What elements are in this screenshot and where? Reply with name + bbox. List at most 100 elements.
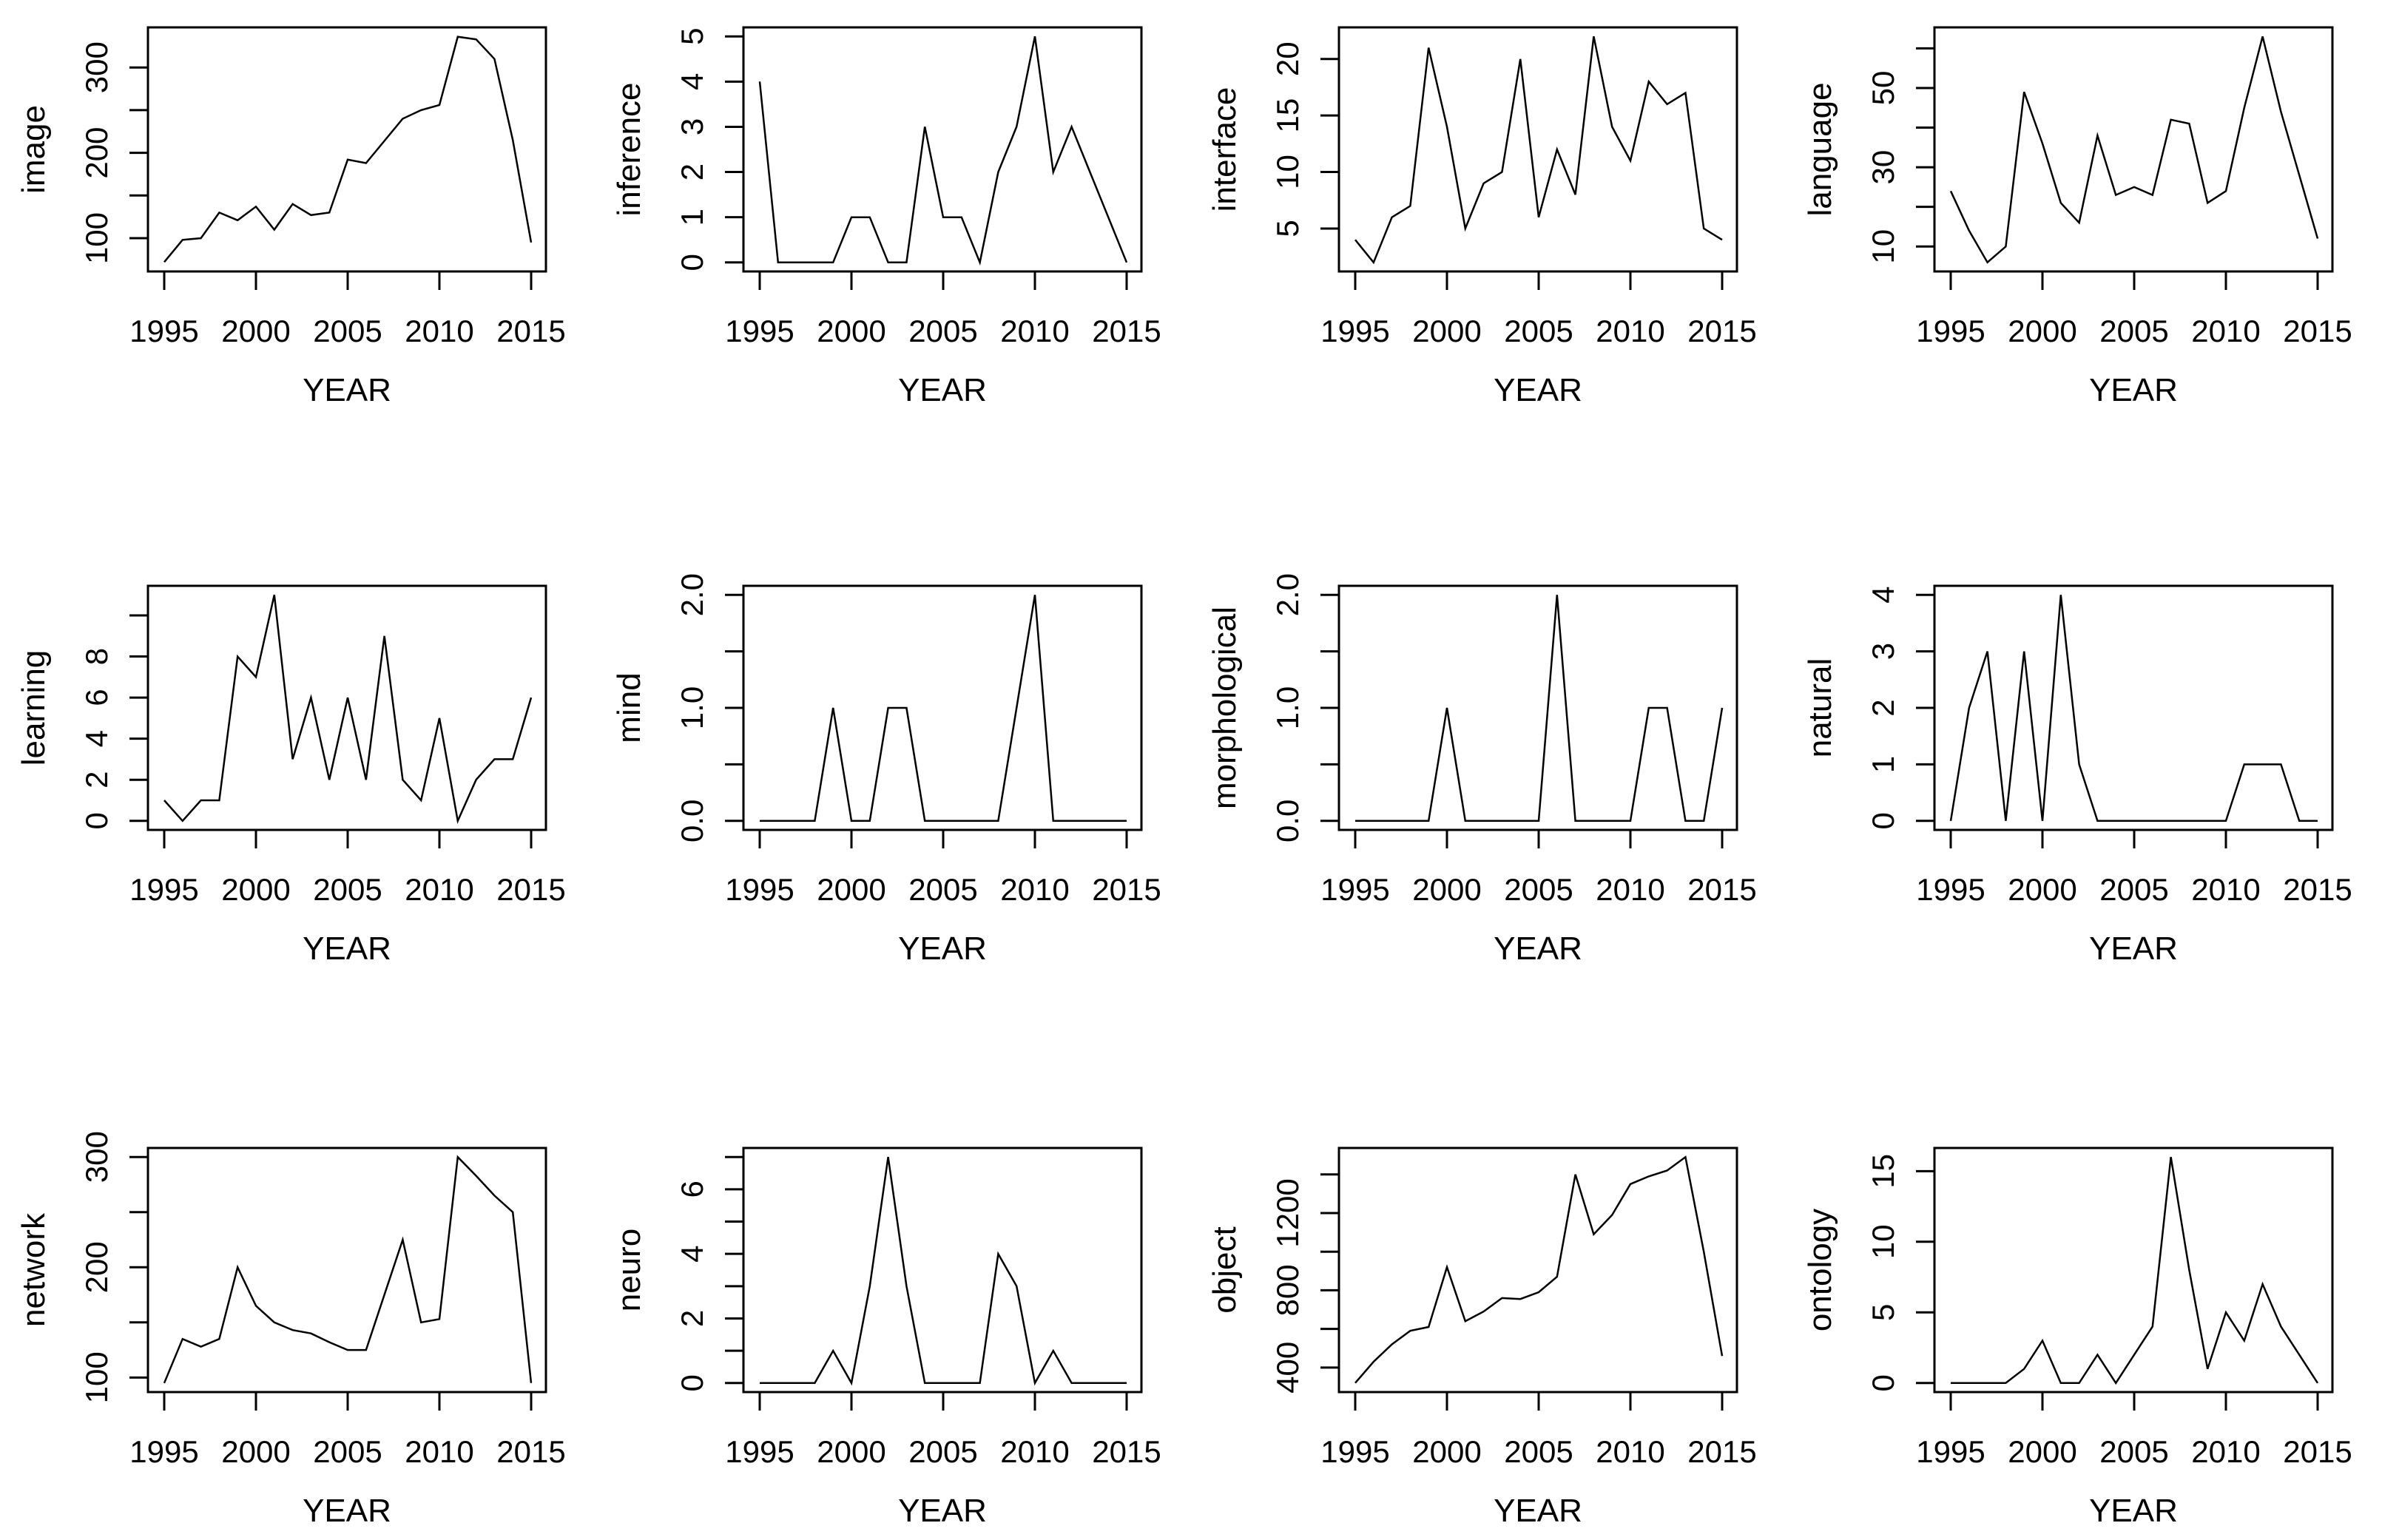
plot-box: [146, 1146, 547, 1394]
x-tick-label: 2010: [1596, 872, 1664, 907]
x-tick-label: 2005: [1504, 1434, 1573, 1469]
plot-box: [1337, 1146, 1738, 1394]
x-tick-label: 2015: [1092, 872, 1161, 907]
y-tick-label: 200: [79, 1241, 114, 1293]
x-tick-label: 2000: [1412, 1434, 1481, 1469]
data-line-network: [163, 1155, 533, 1384]
plot-box: [146, 584, 547, 831]
panel-natural: 1995 2000 2005 2010 2015 0 1 2 3 4 natural YEAR: [1802, 584, 2352, 967]
x-tick-label: 2005: [908, 314, 977, 348]
x-tick-label: 2010: [1000, 872, 1069, 907]
x-tick-label: 2010: [405, 314, 473, 348]
x-tick-label: 2015: [496, 314, 565, 348]
y-tick-label: 20: [1270, 41, 1305, 76]
y-tick-label: 10: [1270, 155, 1305, 189]
plot-box: [1337, 584, 1738, 831]
y-tick-label: 4: [675, 73, 709, 90]
x-tick-label: 2000: [2008, 872, 2076, 907]
y-tick-label: 6: [79, 689, 114, 706]
y-tick-label: 2.0: [1270, 573, 1305, 616]
x-tick-label: 2010: [1596, 1434, 1664, 1469]
x-tick-label: 2000: [221, 1434, 290, 1469]
panel-mind: 1995 2000 2005 2010 2015 0.0 1.0 2.0 mind YEAR: [611, 573, 1161, 967]
x-tick-label: 2015: [496, 872, 565, 907]
x-tick-label: 2005: [908, 1434, 977, 1469]
y-tick-label: 0: [675, 254, 709, 271]
x-axis-title: YEAR: [2089, 372, 2178, 408]
x-tick-label: 2000: [2008, 314, 2076, 348]
x-axis-title: YEAR: [303, 372, 391, 408]
y-axis-title: network: [16, 1212, 52, 1327]
x-tick-label: 1995: [129, 1434, 198, 1469]
y-axis-title: neuro: [611, 1229, 647, 1312]
y-tick-label: 4: [675, 1245, 709, 1262]
x-tick-label: 2010: [2191, 1434, 2260, 1469]
y-tick-label: 4: [1866, 587, 1900, 604]
y-tick-label: 15: [1270, 98, 1305, 133]
x-tick-label: 1995: [1320, 314, 1389, 348]
y-tick-label: 400: [1270, 1342, 1305, 1394]
y-tick-label: 3: [1866, 643, 1900, 660]
x-tick-label: 2000: [221, 872, 290, 907]
y-tick-label: 0.0: [675, 800, 709, 842]
x-tick-label: 1995: [725, 314, 794, 348]
y-axis-title: image: [16, 105, 52, 194]
panel-language: 1995 2000 2005 2010 2015 10 30 50 language YEAR: [1802, 26, 2352, 408]
data-line-language: [1949, 36, 2319, 264]
data-line-image: [163, 36, 533, 263]
x-tick-label: 2000: [221, 314, 290, 348]
y-axis-title: learning: [16, 650, 52, 766]
x-tick-label: 2015: [496, 1434, 565, 1469]
y-tick-label: 1200: [1270, 1178, 1305, 1247]
x-axis-title: YEAR: [303, 1493, 391, 1529]
panel-network: 1995 2000 2005 2010 2015 100 200 300 network YEAR: [16, 1131, 566, 1529]
x-tick-label: 2010: [2191, 314, 2260, 348]
x-tick-label: 1995: [129, 872, 198, 907]
y-tick-label: 800: [1270, 1264, 1305, 1316]
y-tick-label: 5: [1270, 220, 1305, 237]
plot-box: [742, 584, 1143, 831]
y-tick-label: 2: [675, 1310, 709, 1327]
x-tick-label: 2015: [2283, 872, 2352, 907]
x-tick-label: 1995: [129, 314, 198, 348]
data-line-interface: [1354, 36, 1723, 265]
y-tick-label: 2: [1866, 699, 1900, 716]
y-axis-title: language: [1802, 82, 1838, 216]
x-tick-label: 2005: [313, 1434, 382, 1469]
data-line-object: [1354, 1155, 1724, 1384]
x-tick-label: 2010: [2191, 872, 2260, 907]
x-tick-label: 1995: [1916, 872, 1985, 907]
y-tick-label: 3: [675, 118, 709, 135]
x-tick-label: 1995: [1916, 314, 1985, 348]
x-tick-label: 2010: [405, 1434, 473, 1469]
y-tick-label: 100: [79, 212, 114, 264]
x-tick-label: 2015: [1687, 314, 1756, 348]
y-tick-label: 4: [79, 730, 114, 747]
plot-box: [146, 26, 547, 273]
y-axis-title: inference: [611, 82, 647, 216]
data-line-morphological: [1355, 595, 1724, 823]
y-tick-label: 5: [675, 28, 709, 45]
x-tick-label: 2005: [2099, 314, 2168, 348]
y-tick-label: 300: [79, 1131, 114, 1183]
x-tick-label: 1995: [725, 1434, 794, 1469]
panel-inference: 1995 2000 2005 2010 2015 0 1 2 3 4 5 inference YEAR: [611, 26, 1161, 408]
x-tick-label: 2000: [1412, 872, 1481, 907]
y-tick-label: 15: [1866, 1154, 1900, 1189]
x-tick-label: 2005: [1504, 872, 1573, 907]
plot-box: [742, 1146, 1143, 1394]
x-axis-title: YEAR: [1494, 1493, 1582, 1529]
x-axis-title: YEAR: [303, 931, 391, 967]
x-tick-label: 2015: [2283, 1434, 2352, 1469]
x-tick-label: 2005: [313, 872, 382, 907]
y-tick-label: 6: [675, 1181, 709, 1198]
x-tick-label: 2000: [2008, 1434, 2076, 1469]
y-tick-label: 8: [79, 648, 114, 665]
x-axis-title: YEAR: [898, 931, 987, 967]
x-tick-label: 2000: [1412, 314, 1481, 348]
y-tick-label: 2.0: [675, 573, 709, 616]
y-tick-label: 2: [675, 163, 709, 180]
data-line-mind: [760, 594, 1127, 823]
y-tick-label: 1: [675, 209, 709, 226]
